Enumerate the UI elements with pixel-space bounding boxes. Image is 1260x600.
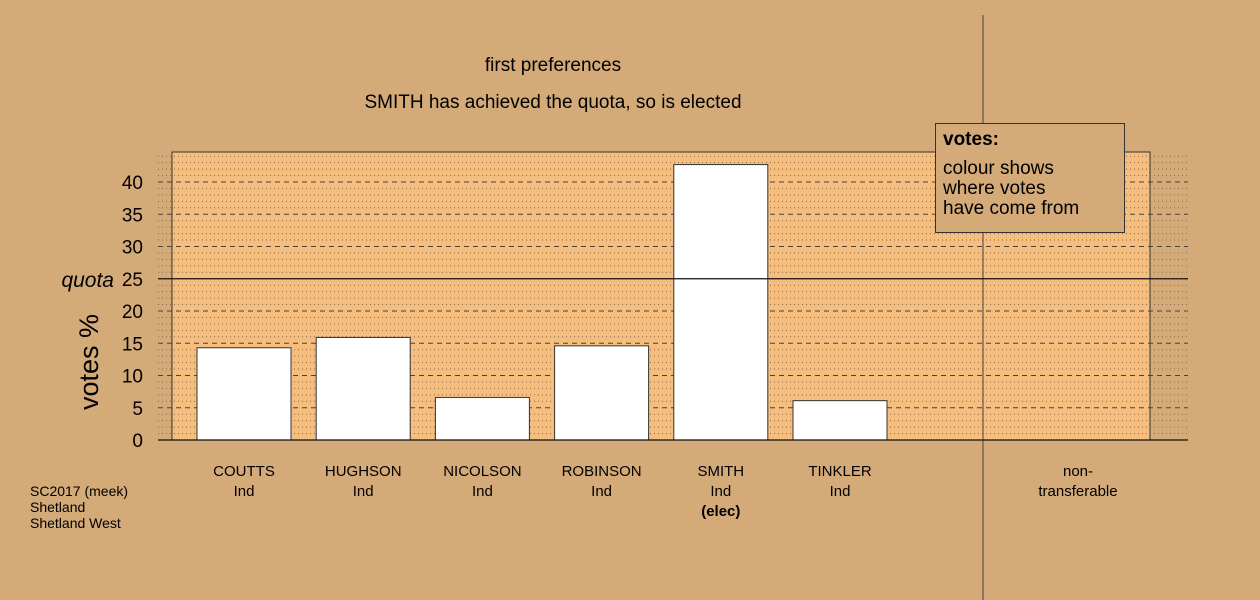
- source-note: SC2017 (meek) Shetland Shetland West: [30, 483, 128, 531]
- y-tick-label: 30: [122, 238, 143, 259]
- quota-label: quota: [61, 269, 114, 292]
- candidate-name-label: COUTTS: [213, 463, 275, 480]
- candidate-party-label: Ind: [234, 483, 255, 500]
- candidate-name-label: HUGHSON: [325, 463, 402, 480]
- legend-line: have come from: [943, 198, 1080, 219]
- legend-line: colour shows: [943, 158, 1054, 179]
- source-line: Shetland West: [30, 515, 121, 531]
- nontransferable-label: non-: [1063, 463, 1093, 480]
- source-line: Shetland: [30, 499, 86, 515]
- y-axis-label: votes %: [74, 314, 104, 410]
- candidate-name-label: ROBINSON: [562, 463, 642, 480]
- y-tick-label: 35: [122, 205, 143, 226]
- candidate-party-label: Ind: [830, 483, 851, 500]
- bar: [196, 347, 292, 441]
- bar: [434, 396, 530, 441]
- elected-note-label: (elec): [701, 503, 740, 520]
- y-tick-label: 15: [122, 334, 143, 355]
- candidate-party-label: Ind: [353, 483, 374, 500]
- y-tick-label: 40: [122, 173, 143, 194]
- y-tick-label: 20: [122, 302, 143, 323]
- candidate-name-label: SMITH: [697, 463, 744, 480]
- legend: votes: colour shows where votes have com…: [935, 123, 1125, 233]
- y-tick-label: 5: [132, 399, 143, 420]
- y-tick-label: 0: [132, 431, 143, 452]
- legend-title: votes:: [943, 129, 999, 150]
- source-line: SC2017 (meek): [30, 483, 129, 499]
- chart-subtitle: SMITH has achieved the quota, so is elec…: [364, 92, 741, 113]
- y-tick-label: 10: [122, 367, 143, 388]
- chart-title: first preferences: [485, 55, 621, 76]
- legend-line: where votes: [943, 178, 1046, 199]
- candidate-name-label: NICOLSON: [443, 463, 521, 480]
- nontransferable-label: transferable: [1038, 483, 1117, 500]
- bar: [673, 164, 769, 441]
- bar: [792, 400, 888, 441]
- candidate-name-label: TINKLER: [808, 463, 872, 480]
- candidate-party-label: Ind: [591, 483, 612, 500]
- candidate-party-label: Ind: [710, 483, 731, 500]
- candidate-party-label: Ind: [472, 483, 493, 500]
- y-tick-label: 25: [122, 270, 143, 291]
- bar: [554, 345, 650, 441]
- bar: [315, 336, 411, 441]
